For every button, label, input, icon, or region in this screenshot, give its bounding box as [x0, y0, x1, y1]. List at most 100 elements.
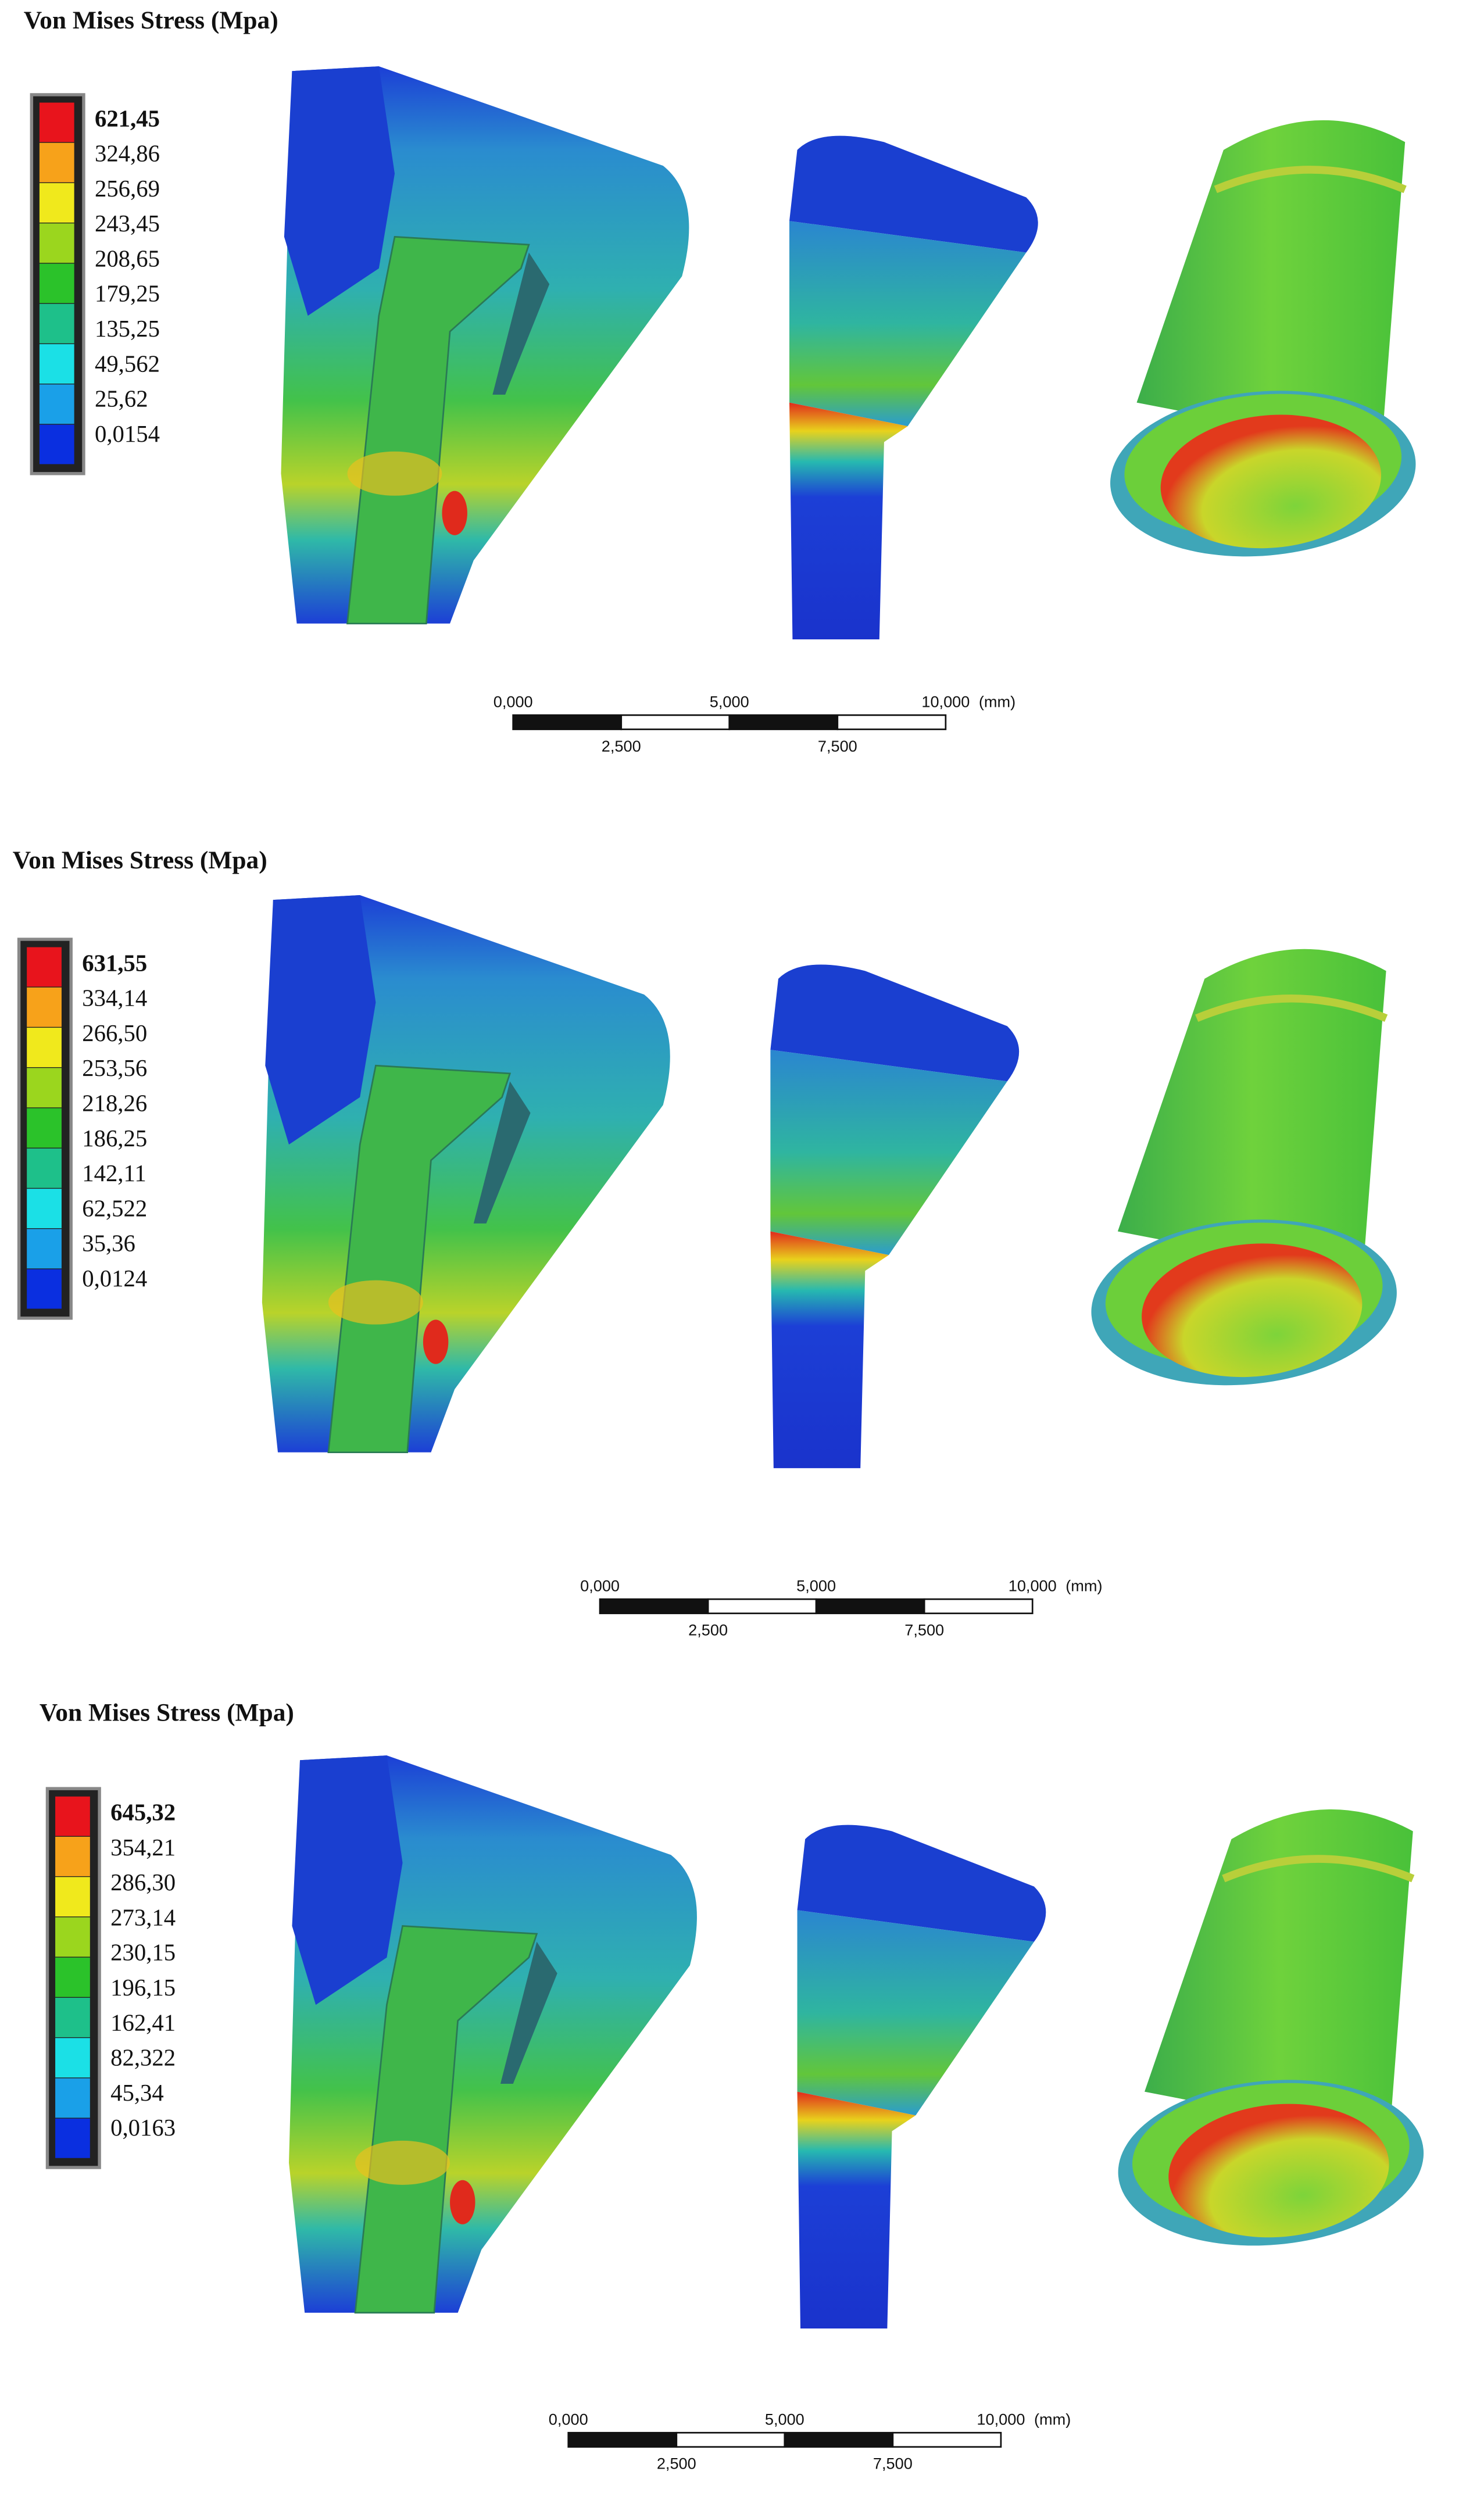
abutment-neck — [770, 1231, 889, 1468]
legend-swatch — [55, 1957, 90, 1997]
legend-label: 142,11 — [82, 1160, 146, 1186]
legend-swatch — [27, 947, 62, 987]
scale-label: 10,000 — [977, 2410, 1025, 2428]
legend-swatch — [55, 1796, 90, 1836]
implant-ridge — [492, 252, 550, 395]
legend-swatch — [55, 1877, 90, 1917]
legend-label: 208,65 — [95, 245, 160, 271]
scale-bar: 0,000 5,000 10,000 (mm) 2,500 7,500 — [580, 1577, 1102, 1639]
scale-segment — [707, 1598, 817, 1615]
scale-label: 10,000 — [1009, 1577, 1057, 1595]
legend-label: 135,25 — [95, 316, 160, 342]
legend-label: 324,86 — [95, 141, 160, 167]
implant-region — [284, 66, 395, 316]
legend-swatch — [39, 303, 74, 344]
legend-label: 49,562 — [95, 350, 160, 377]
legend-swatch — [39, 142, 74, 183]
sleeve-body — [1145, 1809, 1413, 2140]
hot-spot — [450, 2180, 475, 2224]
panel-title: Von Mises Stress (Mpa) — [40, 1698, 294, 1726]
sleeve-inner — [1142, 1243, 1363, 1378]
legend: 645,32 354,21 286,30 273,14 230,15 196,15 162,… — [45, 1787, 176, 2169]
legend-label: 82,322 — [110, 2045, 176, 2071]
legend-label: 186,25 — [82, 1125, 147, 1151]
scale-label: 0,000 — [549, 2410, 588, 2428]
scale-segment — [512, 714, 623, 731]
legend-label: 273,14 — [110, 1904, 176, 1930]
legend-swatch — [39, 344, 74, 384]
legend-swatch — [39, 102, 74, 142]
implant-ridge — [500, 1941, 557, 2084]
scale-segment — [728, 714, 839, 731]
scale-segment — [599, 1598, 709, 1615]
legend-label: 0,0163 — [110, 2115, 176, 2141]
scale-label: 7,500 — [818, 737, 857, 755]
abutment-cone — [797, 1910, 1034, 2116]
abutment-cap — [789, 135, 1038, 253]
legend-label: 243,45 — [95, 210, 160, 237]
legend-swatch — [55, 2078, 90, 2118]
legend-swatch — [55, 1998, 90, 2037]
sleeve-inner — [1168, 2104, 1389, 2238]
model-views — [281, 66, 1416, 639]
scale-label: 5,000 — [796, 1577, 836, 1595]
legend-label: 354,21 — [110, 1834, 176, 1861]
scale-segment — [620, 714, 731, 731]
legend-swatch — [27, 987, 62, 1027]
model-views — [289, 1755, 1424, 2329]
sleeve-body — [1136, 120, 1406, 450]
legend-label: 62,522 — [82, 1195, 147, 1221]
legend-swatch — [39, 263, 74, 303]
legend-swatch — [39, 223, 74, 263]
sleeve-band — [1214, 166, 1407, 194]
panel-title: Von Mises Stress (Mpa) — [13, 846, 267, 874]
legend-swatch — [27, 1148, 62, 1188]
legend-label: 218,26 — [82, 1090, 147, 1116]
hot-spot — [442, 491, 467, 535]
abutment-cap — [770, 964, 1020, 1082]
legend: 621,45 324,86 256,69 243,45 208,65 179,25 135,… — [30, 93, 160, 475]
legend-swatch — [55, 2118, 90, 2158]
legend-label: 631,55 — [82, 950, 147, 976]
abutment-neck — [797, 2091, 916, 2329]
hot-spot — [328, 1280, 423, 1325]
legend-label: 286,30 — [110, 1869, 176, 1895]
legend-swatch — [27, 1189, 62, 1229]
abutment-cap — [797, 1825, 1046, 1942]
implant-region — [292, 1755, 403, 2005]
scale-unit: (mm) — [979, 693, 1015, 711]
legend-label: 0,0124 — [82, 1265, 147, 1292]
legend-label: 25,62 — [95, 386, 148, 412]
sleeve-band — [1222, 1855, 1415, 1883]
scale-segment — [836, 714, 947, 731]
legend-label: 35,36 — [82, 1231, 135, 1257]
legend-label: 645,32 — [110, 1799, 176, 1825]
legend-swatch — [39, 384, 74, 424]
scale-unit: (mm) — [1034, 2410, 1071, 2428]
legend-label: 621,45 — [95, 105, 160, 131]
panel-title: Von Mises Stress (Mpa) — [24, 6, 278, 34]
hot-spot — [355, 2140, 450, 2185]
legend-swatch — [27, 1269, 62, 1309]
legend-label: 45,34 — [110, 2080, 164, 2106]
legend-swatch — [39, 183, 74, 223]
legend-label: 253,56 — [82, 1055, 147, 1081]
scale-segment — [567, 2431, 678, 2448]
legend-swatch — [39, 424, 74, 464]
scale-bar: 0,000 5,000 10,000 (mm) 2,500 7,500 — [494, 693, 1015, 755]
legend-label: 230,15 — [110, 1940, 176, 1966]
legend: 631,55 334,14 266,50 253,56 218,26 186,25 142,… — [17, 938, 147, 1320]
scale-label: 7,500 — [873, 2455, 913, 2473]
abutment-neck — [789, 402, 908, 639]
hot-spot — [423, 1319, 449, 1364]
scale-label: 5,000 — [765, 2410, 804, 2428]
scale-segment — [815, 1598, 925, 1615]
scale-bar: 0,000 5,000 10,000 (mm) 2,500 7,500 — [549, 2410, 1071, 2473]
scale-unit: (mm) — [1065, 1577, 1102, 1595]
scale-segment — [923, 1598, 1034, 1615]
scale-segment — [784, 2431, 894, 2448]
scale-segment — [675, 2431, 786, 2448]
hot-spot — [347, 451, 442, 496]
